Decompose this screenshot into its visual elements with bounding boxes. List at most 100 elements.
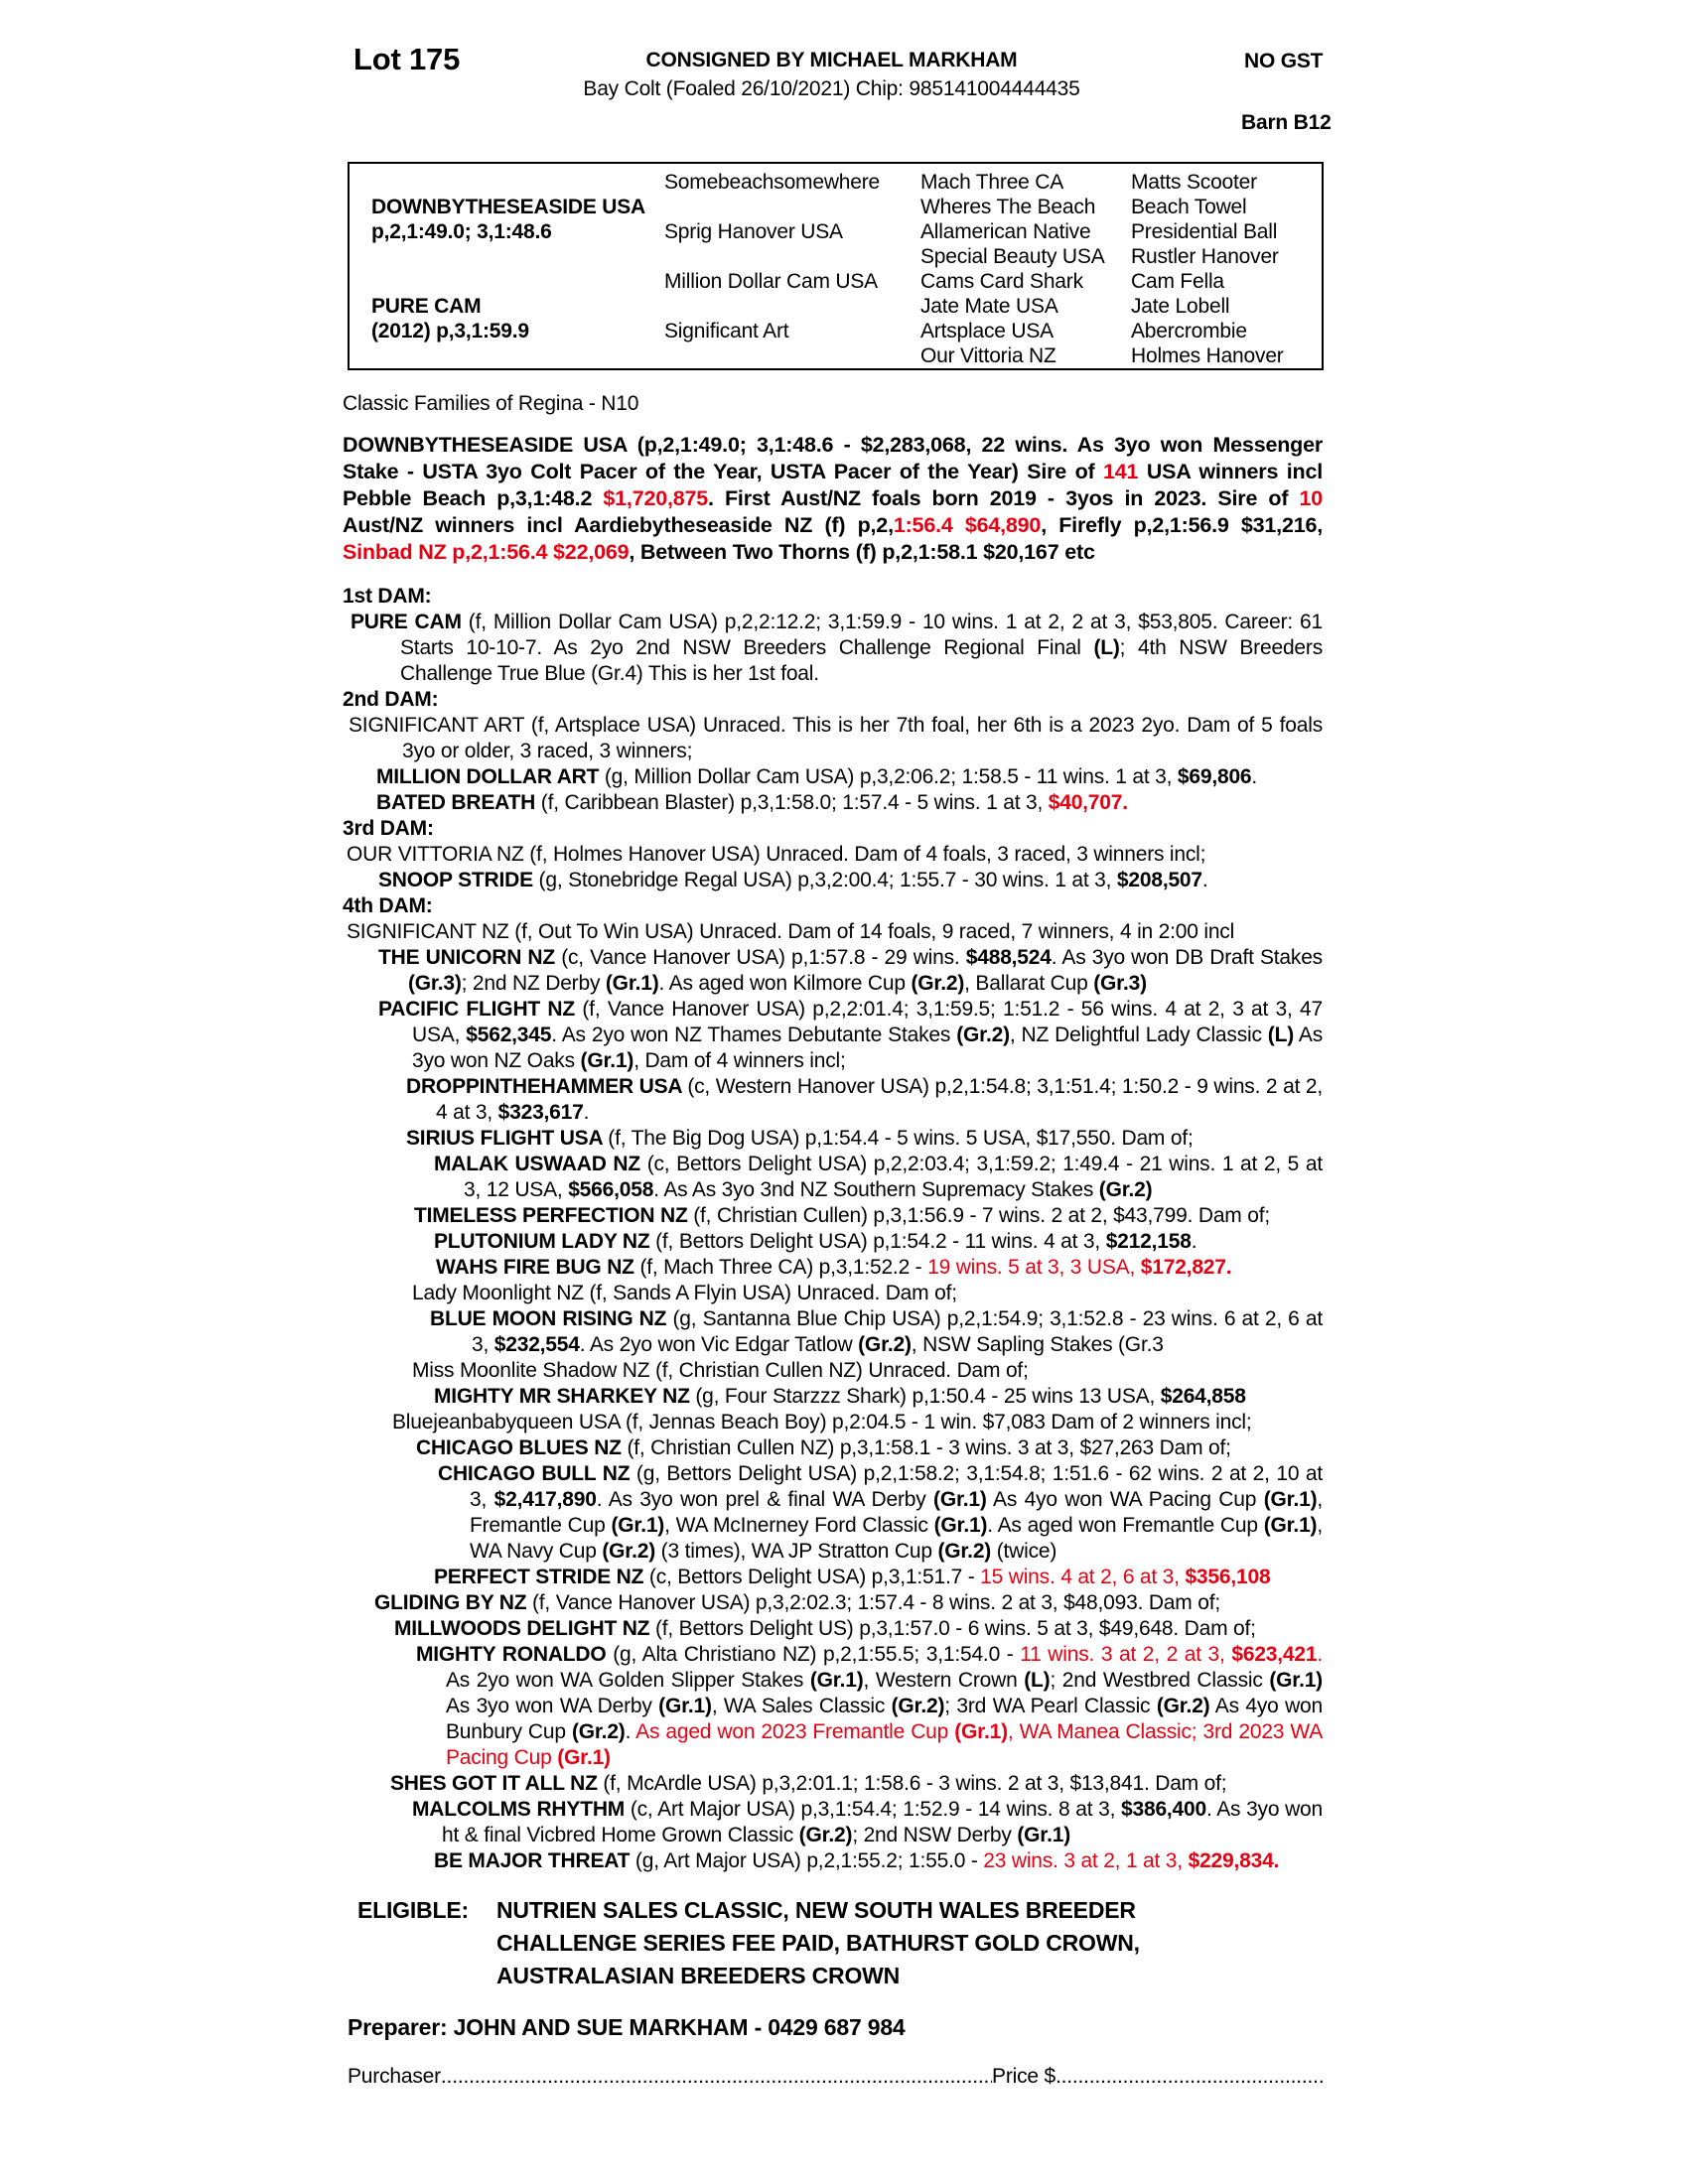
text-run: BATED BREATH bbox=[376, 791, 541, 814]
text-run: . bbox=[1201, 869, 1208, 891]
pedigree-cell: Artsplace USA bbox=[920, 320, 1054, 342]
text-run: PLUTONIUM LADY NZ bbox=[434, 1230, 656, 1253]
pedigree-entry: WAHS FIRE BUG NZ (f, Mach Three CA) p,3,… bbox=[343, 1255, 1323, 1281]
text-run: (f, Mach Three CA) p,3,1:52.2 - bbox=[639, 1256, 928, 1279]
text-run: . bbox=[625, 1720, 636, 1743]
text-run: (Gr.1) bbox=[611, 1514, 665, 1537]
text-run: 19 wins. 5 at 3, 3 USA, bbox=[927, 1256, 1141, 1279]
text-run: $69,806 bbox=[1177, 765, 1252, 788]
text-run: (L) bbox=[1267, 1024, 1295, 1046]
text-run: (g, Million Dollar Cam USA) p,3,2:06.2; … bbox=[604, 765, 1178, 788]
pedigree-entry: SNOOP STRIDE (g, Stonebridge Regal USA) … bbox=[343, 868, 1323, 893]
text-run: $2,417,890 bbox=[493, 1488, 597, 1511]
pedigree-entry: Bluejeanbabyqueen USA (f, Jennas Beach B… bbox=[343, 1410, 1323, 1435]
pedigree-cell: p,2,1:49.0; 3,1:48.6 bbox=[371, 220, 552, 243]
pedigree-cell: Abercrombie bbox=[1131, 320, 1247, 342]
text-run: MIGHTY RONALDO bbox=[416, 1643, 614, 1666]
pedigree-entry: PURE CAM (f, Million Dollar Cam USA) p,2… bbox=[343, 610, 1323, 687]
text-run: , Ballarat Cup bbox=[964, 972, 1094, 995]
text-run: TIMELESS PERFECTION NZ bbox=[414, 1204, 694, 1227]
pedigree-cell: DOWNBYTHESEASIDE USA bbox=[371, 196, 646, 218]
text-run: ; 2nd Westbred Classic bbox=[1050, 1669, 1270, 1692]
pedigree-entry: GLIDING BY NZ (f, Vance Hanover USA) p,3… bbox=[343, 1590, 1323, 1616]
pedigree-cell bbox=[371, 171, 664, 196]
text-run: (Gr.2) bbox=[571, 1720, 626, 1743]
text-run: THE UNICORN NZ bbox=[378, 946, 562, 969]
text-run: (g, Alta Christiano NZ) p,2,1:55.5; 3,1:… bbox=[613, 1643, 1021, 1666]
text-run: , NZ Delightful Lady Classic bbox=[1009, 1024, 1268, 1046]
foaling-line: Bay Colt (Foaled 26/10/2021) Chip: 98514… bbox=[583, 77, 1080, 100]
text-run: As 3yo won WA Derby bbox=[446, 1695, 659, 1717]
dam-section-label: 2nd DAM: bbox=[343, 688, 439, 711]
text-run: (f, Vance Hanover USA) p,2,2:01.4; 3,1:5… bbox=[412, 998, 1323, 1046]
pedigree-cell bbox=[371, 245, 664, 270]
text-run: . First Aust/NZ foals born 2019 - 3yos i… bbox=[708, 486, 1300, 510]
text-run: . As 3yo won DB Draft Stakes bbox=[1051, 946, 1323, 969]
text-run: (c, Art Major USA) p,3,1:54.4; 1:52.9 - … bbox=[630, 1798, 1121, 1821]
pedigree-cell: Beach Towel bbox=[1131, 196, 1247, 218]
text-run: 141 bbox=[1103, 460, 1139, 483]
purchaser-dotted-leader: ........................................… bbox=[440, 2065, 992, 2088]
text-run: MALAK USWAAD NZ bbox=[434, 1153, 647, 1175]
text-run: . As aged won Kilmore Cup bbox=[658, 972, 912, 995]
pedigree-entry: MALCOLMS RHYTHM (c, Art Major USA) p,3,1… bbox=[343, 1797, 1323, 1848]
text-run: 11 wins. 3 at 2, 2 at 3, bbox=[1020, 1643, 1232, 1666]
text-run: (L) bbox=[1024, 1669, 1051, 1692]
pedigree-entry: BLUE MOON RISING NZ (g, Santanna Blue Ch… bbox=[343, 1306, 1323, 1358]
text-run: (Gr.1) bbox=[809, 1669, 864, 1692]
text-run: $232,554 bbox=[493, 1333, 580, 1356]
pedigree-table-row: DOWNBYTHESEASIDE USA Wheres The Beach Beac… bbox=[350, 196, 1322, 220]
text-run: (Gr.3) bbox=[408, 972, 462, 995]
text-run: 15 wins. 4 at 2, 6 at 3, bbox=[980, 1566, 1186, 1588]
pedigree-entry: PLUTONIUM LADY NZ (f, Bettors Delight US… bbox=[343, 1229, 1323, 1255]
text-run: . As As 3yo 3nd NZ Southern Supremacy St… bbox=[653, 1178, 1099, 1201]
pedigree-cell bbox=[664, 295, 920, 320]
text-run: (f, Christian Cullen NZ) p,3,1:58.1 - 3 … bbox=[627, 1436, 1231, 1459]
pedigree-entry: THE UNICORN NZ (c, Vance Hanover USA) p,… bbox=[343, 945, 1323, 997]
pedigree-entry: PERFECT STRIDE NZ (c, Bettors Delight US… bbox=[343, 1565, 1323, 1590]
text-run: (twice) bbox=[991, 1540, 1057, 1563]
barn-label: Barn B12 bbox=[1241, 111, 1332, 134]
body-column: Classic Families of Regina - N10 DOWNBYT… bbox=[343, 392, 1326, 2089]
text-run: $386,400 bbox=[1121, 1798, 1206, 1821]
pedigree-entry: CHICAGO BLUES NZ (f, Christian Cullen NZ… bbox=[343, 1435, 1323, 1461]
text-run: (Gr.1) bbox=[1263, 1488, 1318, 1511]
pedigree-cell bbox=[664, 196, 920, 220]
text-run: PURE CAM bbox=[351, 611, 469, 633]
text-run: ; 2nd NSW Derby bbox=[852, 1824, 1018, 1846]
text-run: (f, Caribbean Blaster) p,3,1:58.0; 1:57.… bbox=[540, 791, 1049, 814]
pedigree-cell: Our Vittoria NZ bbox=[920, 344, 1056, 367]
pedigree-cell: PURE CAM bbox=[371, 295, 482, 318]
text-run: (Gr.1) bbox=[1263, 1514, 1318, 1537]
text-run: USA winners incl Pebble Beach p,3,1:48.2 bbox=[343, 460, 1323, 510]
pedigree-cell: Million Dollar Cam USA bbox=[664, 270, 878, 293]
header-center: CONSIGNED BY MICHAEL MARKHAM Bay Colt (F… bbox=[343, 46, 1321, 103]
dam-section-label: 1st DAM: bbox=[343, 585, 432, 608]
text-run: (Gr.2) bbox=[858, 1333, 912, 1356]
pedigree-cell: Wheres The Beach bbox=[920, 196, 1096, 218]
text-run: $229,834. bbox=[1188, 1849, 1280, 1872]
pedigree-table: Somebeachsomewhere Mach Three CA Matts Sco… bbox=[348, 162, 1324, 370]
text-run: (f, McArdle USA) p,3,2:01.1; 1:58.6 - 3 … bbox=[603, 1772, 1227, 1795]
text-run: GLIDING BY NZ bbox=[374, 1591, 532, 1614]
text-run: . As 3yo won ht & final Vicbred Home Gro… bbox=[442, 1798, 1323, 1846]
text-run: DOWNBYTHESEASIDE USA (p,2,1:49.0; 3,1:48… bbox=[343, 433, 1323, 483]
text-run: (g, Bettors Delight USA) p,2,1:58.2; 3,1… bbox=[470, 1462, 1323, 1511]
text-run: $212,158 bbox=[1105, 1230, 1192, 1253]
text-run: (g, Art Major USA) p,2,1:55.2; 1:55.0 - bbox=[634, 1849, 984, 1872]
purchaser-line: Purchaser...............................… bbox=[343, 2065, 1326, 2089]
pedigree-entry: MILLWOODS DELIGHT NZ (f, Bettors Delight… bbox=[343, 1616, 1323, 1642]
text-run: (c, Western Hanover USA) p,2,1:54.8; 3,1… bbox=[436, 1075, 1324, 1124]
pedigree-entry: Lady Moonlight NZ (f, Sands A Flyin USA)… bbox=[343, 1281, 1323, 1306]
pedigree-cell: Cams Card Shark bbox=[920, 270, 1083, 293]
pedigree-cell: Significant Art bbox=[664, 320, 789, 342]
pedigree-entry: SIRIUS FLIGHT USA (f, The Big Dog USA) p… bbox=[343, 1126, 1323, 1152]
text-run: , WA Sales Classic bbox=[711, 1695, 892, 1717]
text-run: (Gr.1) bbox=[557, 1746, 611, 1769]
text-run: BE MAJOR THREAT bbox=[434, 1849, 635, 1872]
text-run: (Gr.2) bbox=[798, 1824, 853, 1846]
text-run: $356,108 bbox=[1185, 1566, 1271, 1588]
dam-section-label: 4th DAM: bbox=[343, 894, 433, 917]
pedigree-cell bbox=[664, 245, 920, 270]
